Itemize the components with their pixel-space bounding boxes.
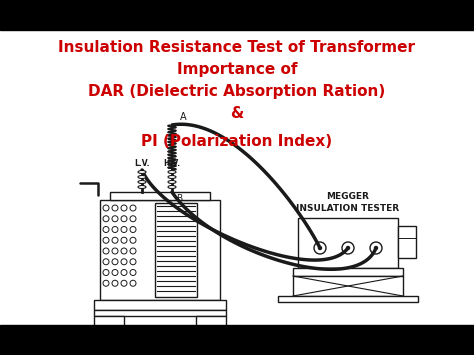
- Text: L.V.: L.V.: [134, 159, 150, 168]
- Circle shape: [130, 269, 136, 275]
- Circle shape: [374, 246, 377, 250]
- Bar: [293, 268, 403, 276]
- Circle shape: [112, 205, 118, 211]
- Text: Importance of: Importance of: [177, 62, 297, 77]
- Circle shape: [342, 242, 354, 254]
- Bar: [0, 0, 474, 30]
- Circle shape: [103, 226, 109, 233]
- Ellipse shape: [138, 170, 146, 174]
- Ellipse shape: [138, 175, 146, 179]
- Text: A: A: [180, 112, 187, 122]
- Circle shape: [121, 226, 127, 233]
- Bar: [80, 326, 240, 332]
- Bar: [94, 316, 124, 326]
- Circle shape: [314, 242, 326, 254]
- Circle shape: [130, 205, 136, 211]
- Bar: [0, 325, 474, 355]
- Text: PI (Polarization Index): PI (Polarization Index): [141, 134, 333, 149]
- Bar: [100, 200, 220, 300]
- Circle shape: [112, 269, 118, 275]
- Ellipse shape: [168, 186, 176, 189]
- Bar: [278, 296, 418, 302]
- Bar: [155, 203, 197, 297]
- Circle shape: [121, 205, 127, 211]
- Circle shape: [370, 242, 382, 254]
- Bar: [298, 218, 398, 268]
- Circle shape: [103, 269, 109, 275]
- Text: &: &: [230, 106, 244, 121]
- Circle shape: [121, 237, 127, 243]
- Circle shape: [103, 280, 109, 286]
- Circle shape: [112, 280, 118, 286]
- Circle shape: [121, 269, 127, 275]
- Circle shape: [103, 237, 109, 243]
- Circle shape: [121, 248, 127, 254]
- Circle shape: [103, 216, 109, 222]
- Circle shape: [130, 216, 136, 222]
- Circle shape: [112, 259, 118, 265]
- Bar: [196, 316, 226, 326]
- Text: Insulation Resistance Test of Transformer: Insulation Resistance Test of Transforme…: [58, 40, 416, 55]
- Bar: [293, 276, 403, 296]
- Circle shape: [112, 226, 118, 233]
- Ellipse shape: [138, 186, 146, 189]
- Circle shape: [319, 246, 321, 250]
- Circle shape: [130, 237, 136, 243]
- Text: B: B: [176, 194, 182, 203]
- Ellipse shape: [168, 175, 176, 179]
- Circle shape: [121, 216, 127, 222]
- Circle shape: [112, 216, 118, 222]
- Bar: [0, 30, 474, 325]
- Bar: [94, 300, 226, 310]
- Circle shape: [346, 246, 349, 250]
- Circle shape: [103, 259, 109, 265]
- Ellipse shape: [168, 180, 176, 184]
- Text: H.V.: H.V.: [164, 159, 181, 168]
- Text: DAR (Dielectric Absorption Ration): DAR (Dielectric Absorption Ration): [88, 84, 386, 99]
- Circle shape: [130, 259, 136, 265]
- Circle shape: [130, 248, 136, 254]
- Circle shape: [103, 248, 109, 254]
- Ellipse shape: [138, 180, 146, 184]
- Ellipse shape: [168, 170, 176, 174]
- Circle shape: [112, 248, 118, 254]
- Circle shape: [112, 237, 118, 243]
- Circle shape: [103, 205, 109, 211]
- Bar: [398, 226, 416, 258]
- Circle shape: [121, 280, 127, 286]
- Circle shape: [130, 280, 136, 286]
- Circle shape: [121, 259, 127, 265]
- Bar: [94, 310, 226, 316]
- Text: MEGGER
INSULATION TESTER: MEGGER INSULATION TESTER: [296, 192, 400, 213]
- Bar: [110, 192, 210, 200]
- Circle shape: [130, 226, 136, 233]
